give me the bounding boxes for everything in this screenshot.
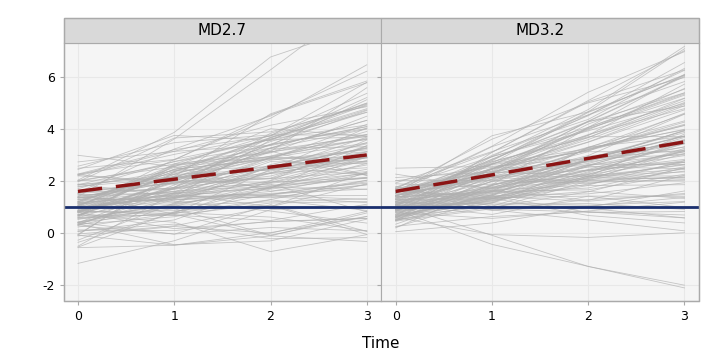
Text: MD3.2: MD3.2	[515, 23, 565, 38]
Text: MD2.7: MD2.7	[198, 23, 247, 38]
Text: Time: Time	[362, 336, 400, 351]
